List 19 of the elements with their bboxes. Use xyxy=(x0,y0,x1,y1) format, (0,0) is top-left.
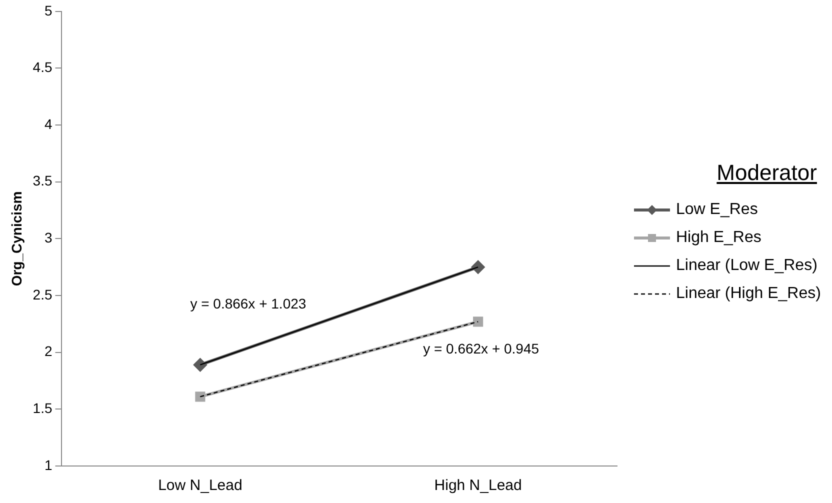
y-axis-title: Org_Cynicism xyxy=(8,191,24,286)
y-tick-label: 1 xyxy=(44,456,52,473)
legend-label: High E_Res xyxy=(676,229,762,247)
y-tick-label: 5 xyxy=(44,2,52,18)
legend-title: Moderator xyxy=(716,160,818,186)
y-tick-label: 2 xyxy=(44,343,52,360)
legend-label: Low E_Res xyxy=(676,201,758,219)
y-tick-label: 1.5 xyxy=(32,400,52,416)
y-tick-label: 3 xyxy=(44,230,52,246)
y-tick-label: 4 xyxy=(44,116,52,132)
y-tick-label: 3.5 xyxy=(32,172,52,189)
x-tick-label: Low N_Lead xyxy=(158,477,242,494)
annotation: y = 0.662x + 0.945 xyxy=(423,340,540,357)
x-tick-label: High N_Lead xyxy=(434,477,522,494)
legend-label: Linear (Low E_Res) xyxy=(676,257,818,275)
annotation: y = 0.866x + 1.023 xyxy=(190,296,306,312)
y-tick-label: 4.5 xyxy=(32,59,52,76)
legend-label: Linear (High E_Res) xyxy=(676,285,821,303)
y-tick-label: 2.5 xyxy=(32,286,52,302)
